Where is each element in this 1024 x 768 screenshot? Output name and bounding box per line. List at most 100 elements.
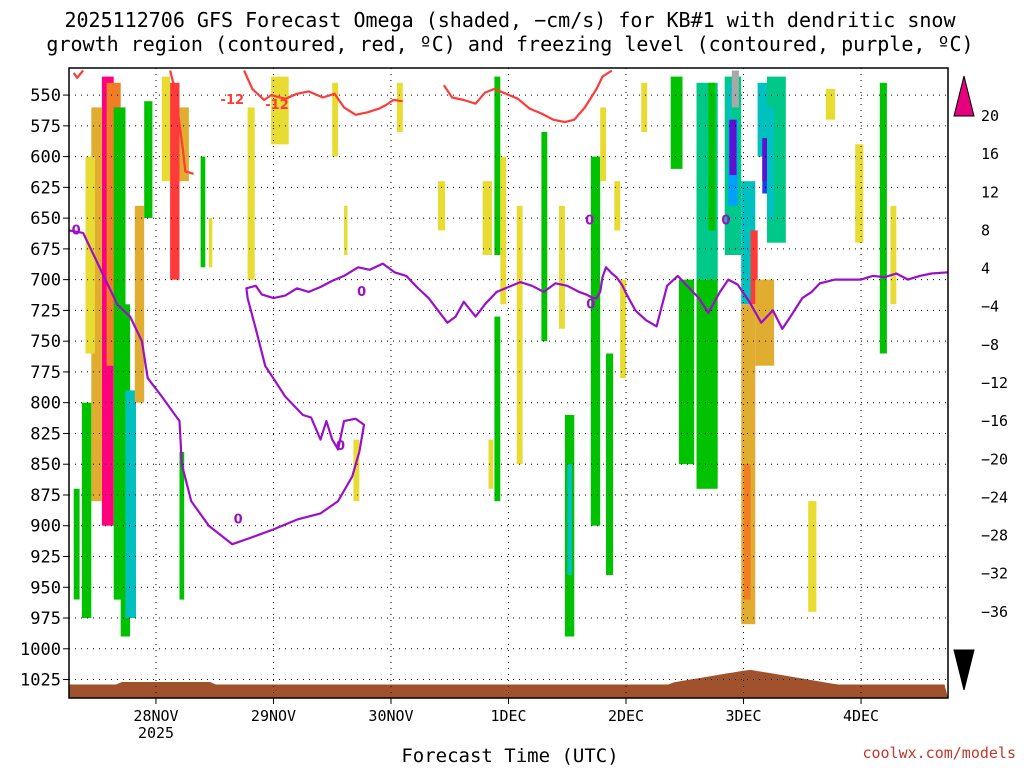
x-tick-sublabel-28NOV: 2025 (138, 724, 174, 742)
contour-label-0-2: 0 (586, 297, 595, 312)
y-tick-label-775: 775 (30, 363, 61, 383)
contour-label--12-0: -12 (221, 93, 245, 108)
colorbar-bottom-arrow (953, 649, 975, 691)
omega-cell-28 (516, 205, 523, 465)
contour-label-0-1: 0 (357, 285, 366, 300)
omega-cell-17 (247, 107, 255, 280)
colorbar-tick-6: −8 (981, 336, 999, 354)
x-tick-label-2DEC: 2DEC (608, 707, 644, 725)
omega-cell-34 (590, 156, 601, 526)
contour-label-0-5: 0 (234, 513, 243, 528)
x-tick-label-3DEC: 3DEC (725, 707, 761, 725)
contour--12-seg-1 (169, 70, 194, 175)
contour--12-seg-0 (72, 69, 84, 79)
y-tick-label-675: 675 (30, 240, 61, 260)
omega-cell-11 (161, 76, 170, 182)
omega-cell-49 (729, 119, 737, 176)
omega-cell-23 (438, 181, 446, 231)
omega-cell-53 (743, 464, 751, 600)
chart-title-line2: growth region (contoured, red, ºC) and f… (46, 32, 973, 56)
omega-cell-63 (879, 82, 887, 354)
x-tick-label-30NOV: 30NOV (368, 707, 413, 725)
y-tick-label-550: 550 (30, 86, 61, 106)
y-tick-label-1025: 1025 (20, 671, 61, 691)
x-tick-label-28NOV: 28NOV (133, 707, 178, 725)
omega-cell-12 (170, 82, 180, 280)
terrain-layer (69, 669, 948, 698)
plot-background (69, 68, 948, 698)
omega-cell-38 (620, 279, 626, 378)
omega-cell-46 (727, 82, 732, 120)
omega-cell-6 (85, 156, 95, 354)
colorbar-tick-4: 4 (981, 260, 990, 278)
omega-cell-55 (757, 82, 767, 157)
x-tick-label-29NOV: 29NOV (251, 707, 296, 725)
omega-cell-18 (271, 76, 289, 145)
contour--12-seg-3 (442, 69, 613, 124)
omega-cell-30 (541, 132, 548, 342)
contour-label-0-0: 0 (72, 223, 81, 238)
colorbar: 20 16 12 8 4 −4 −8 −12 −16 −20 −24 −28 −32 −36 (953, 75, 1008, 691)
y-tick-label-850: 850 (30, 455, 61, 475)
omega-cell-25 (488, 439, 494, 489)
y-tick-label-700: 700 (30, 271, 61, 291)
contour-label-0-3: 0 (585, 214, 594, 229)
contour-label--12-1: -12 (265, 98, 289, 113)
contour-0-seg-0 (68, 229, 949, 546)
omega-cell-64 (890, 205, 897, 305)
omega-cell-35 (600, 107, 607, 182)
omega-cell-37 (614, 181, 621, 231)
chart-title-line1: 2025112706 GFS Forecast Omega (shaded, −… (64, 8, 956, 32)
omega-cell-60 (825, 88, 836, 120)
omega-cell-19 (332, 82, 339, 157)
x-tick-label-4DEC: 4DEC (843, 707, 879, 725)
grid-lines (69, 68, 948, 698)
omega-cell-52 (750, 230, 758, 305)
credit-text: coolwx.com/models (862, 744, 1016, 762)
x-tick-label-1DEC: 1DEC (490, 707, 526, 725)
y-tick-label-900: 900 (30, 517, 61, 537)
omega-cell-22 (396, 82, 403, 132)
colorbar-tick-10: −24 (981, 488, 1008, 506)
omega-cell-59 (767, 107, 775, 219)
contour-lines: -12 -12 0 0 0 0 0 0 0 (68, 69, 949, 546)
omega-cell-61 (808, 501, 817, 612)
y-tick-label-825: 825 (30, 424, 61, 444)
colorbar-tick-8: −16 (981, 412, 1008, 430)
y-tick-label-750: 750 (30, 332, 61, 352)
omega-cell-8 (73, 488, 80, 600)
omega-cell-57 (762, 138, 770, 182)
omega-cell-27 (500, 156, 507, 305)
omega-cell-15 (200, 156, 206, 268)
omega-cell-54 (755, 279, 775, 366)
omega-cell-16 (208, 218, 213, 268)
plot-area: -12 -12 0 0 0 0 0 0 0 (68, 67, 949, 699)
y-tick-label-975: 975 (30, 609, 61, 629)
y-axis: 550 575 600 625 650 675 700 725 750 775 800 825 850 8… (20, 86, 69, 691)
x-axis-label: Forecast Time (UTC) (401, 745, 618, 767)
colorbar-tick-5: −4 (981, 298, 999, 316)
colorbar-tick-3: 8 (981, 221, 990, 239)
omega-cell-4 (120, 304, 131, 637)
y-tick-label-950: 950 (30, 578, 61, 598)
omega-cell-43 (696, 279, 718, 489)
omega-cell-40 (670, 76, 683, 169)
omega-cell-48 (731, 70, 739, 108)
omega-cell-62 (855, 144, 864, 243)
omega-cell-33 (567, 464, 572, 575)
omega-cell-7 (81, 402, 92, 618)
y-tick-label-800: 800 (30, 394, 61, 414)
y-tick-label-650: 650 (30, 209, 61, 229)
y-tick-label-925: 925 (30, 548, 61, 568)
colorbar-tick-13: −36 (981, 603, 1008, 621)
omega-cell-5 (125, 390, 136, 618)
colorbar-tick-11: −28 (981, 527, 1008, 545)
omega-cell-24 (482, 181, 492, 255)
contour--12-seg-2 (243, 70, 403, 116)
omega-cell-26 (494, 76, 501, 255)
terrain-fill (69, 669, 948, 698)
contour-label-0-6: 0 (336, 439, 345, 454)
y-tick-label-875: 875 (30, 486, 61, 506)
contour-label-0-4: 0 (721, 214, 730, 229)
